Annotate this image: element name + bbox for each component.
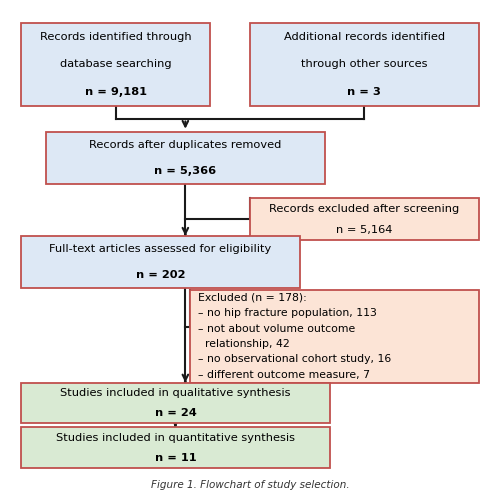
Text: Full-text articles assessed for eligibility: Full-text articles assessed for eligibil… [50,244,272,254]
Text: n = 3: n = 3 [348,87,382,97]
Text: n = 9,181: n = 9,181 [85,87,147,97]
Text: n = 24: n = 24 [154,408,196,417]
Text: Excluded (n = 178):: Excluded (n = 178): [198,293,306,303]
Text: n = 11: n = 11 [154,453,196,463]
Text: – no observational cohort study, 16: – no observational cohort study, 16 [198,354,391,365]
FancyBboxPatch shape [46,132,324,184]
Text: database searching: database searching [60,59,172,69]
Text: relationship, 42: relationship, 42 [198,339,290,349]
Text: n = 202: n = 202 [136,270,185,280]
Text: n = 5,164: n = 5,164 [336,225,392,235]
Text: – not about volume outcome: – not about volume outcome [198,324,355,334]
Text: Records after duplicates removed: Records after duplicates removed [89,140,282,149]
FancyBboxPatch shape [250,198,478,241]
Text: through other sources: through other sources [301,59,428,69]
Text: – different outcome measure, 7: – different outcome measure, 7 [198,370,370,380]
FancyBboxPatch shape [22,23,210,105]
Text: Studies included in qualitative synthesis: Studies included in qualitative synthesi… [60,388,290,397]
FancyBboxPatch shape [22,236,299,288]
Text: Records identified through: Records identified through [40,31,192,42]
Text: Additional records identified: Additional records identified [284,31,445,42]
Text: Records excluded after screening: Records excluded after screening [269,203,460,214]
FancyBboxPatch shape [22,427,330,468]
Text: – no hip fracture population, 113: – no hip fracture population, 113 [198,308,376,318]
FancyBboxPatch shape [22,383,330,423]
Text: Figure 1. Flowchart of study selection.: Figure 1. Flowchart of study selection. [150,480,350,490]
Text: Studies included in quantitative synthesis: Studies included in quantitative synthes… [56,433,295,442]
FancyBboxPatch shape [250,23,478,105]
Text: n = 5,366: n = 5,366 [154,166,216,175]
FancyBboxPatch shape [190,290,478,383]
